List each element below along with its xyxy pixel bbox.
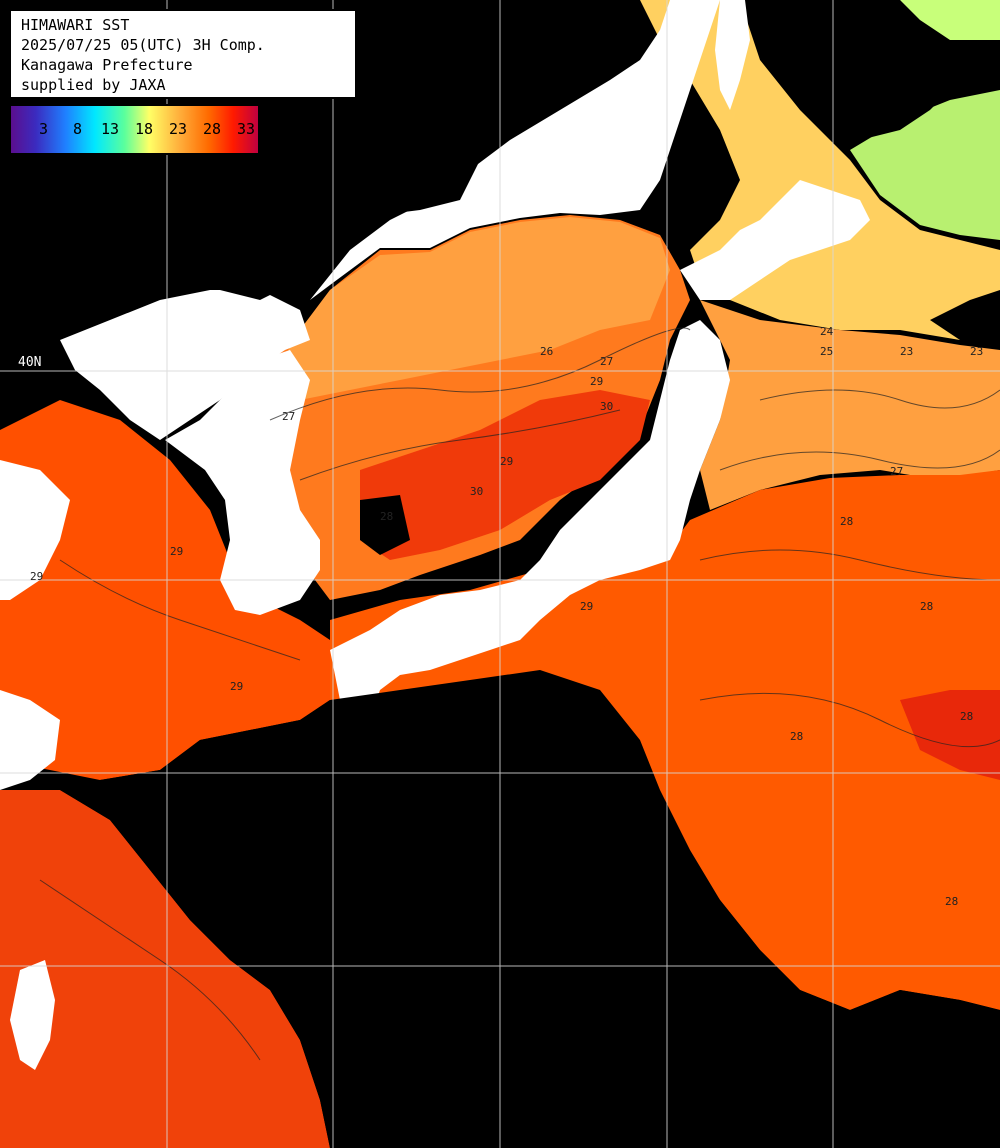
sea-of-japan-hot bbox=[360, 390, 650, 560]
cloud-patch bbox=[360, 495, 410, 555]
pacific-north-mild bbox=[700, 300, 1000, 510]
cloud-patch bbox=[60, 670, 1000, 1148]
contour-label: 28 bbox=[960, 710, 973, 723]
contour-label: 23 bbox=[970, 345, 983, 358]
korea bbox=[165, 350, 320, 615]
hokkaido bbox=[680, 180, 870, 300]
lat-label-40n: 40N bbox=[18, 355, 41, 370]
contour-label: 28 bbox=[840, 515, 853, 528]
contour-label: 28 bbox=[380, 510, 393, 523]
sea-of-japan-cool bbox=[265, 217, 670, 400]
cloud-patch bbox=[760, 0, 960, 140]
contour-label: 28 bbox=[945, 895, 958, 908]
contour-value-labels: 27 26 27 28 30 29 30 29 24 25 23 23 27 2… bbox=[30, 325, 983, 908]
north-cold-water-2 bbox=[900, 0, 1000, 40]
contour-label: 23 bbox=[900, 345, 913, 358]
color-scale-bar: 3 8 13 18 23 28 33 bbox=[9, 104, 260, 155]
south-west-warm bbox=[0, 790, 330, 1148]
title-line-2: 2025/07/25 05(UTC) 3H Comp. bbox=[21, 36, 265, 54]
contour-label: 28 bbox=[790, 730, 803, 743]
scale-tick: 33 bbox=[237, 120, 256, 138]
china-coast-south bbox=[0, 690, 60, 790]
title-line-4: supplied by JAXA bbox=[21, 76, 166, 94]
lon-label-140: 140 bbox=[669, 9, 684, 32]
contour-label: 24 bbox=[820, 325, 834, 338]
contour-label: 27 bbox=[890, 465, 903, 478]
title-box: HIMAWARI SST 2025/07/25 05(UTC) 3H Comp.… bbox=[9, 9, 357, 99]
manchuria bbox=[60, 290, 310, 440]
lat-label-30n: 30N bbox=[18, 759, 41, 774]
sakhalin bbox=[715, 0, 750, 110]
contour-label: 29 bbox=[580, 600, 593, 613]
contour-label: 25 bbox=[820, 345, 833, 358]
contour-lines bbox=[39, 327, 1000, 1061]
scale-tick: 18 bbox=[135, 120, 154, 138]
title-line-3: Kanagawa Prefecture bbox=[21, 56, 193, 74]
scale-tick: 3 bbox=[39, 120, 49, 138]
scale-tick: 28 bbox=[203, 120, 222, 138]
contour-label: 26 bbox=[540, 345, 553, 358]
title-line-1: HIMAWARI SST bbox=[21, 16, 130, 34]
scale-tick: 23 bbox=[169, 120, 188, 138]
contour-label: 29 bbox=[170, 545, 183, 558]
china-mainland bbox=[0, 460, 70, 600]
contour-label: 29 bbox=[30, 570, 43, 583]
contour-label: 30 bbox=[600, 400, 613, 413]
contour-label: 27 bbox=[282, 410, 295, 423]
russia-coast bbox=[310, 0, 720, 300]
taiwan bbox=[10, 960, 55, 1070]
scale-tick: 8 bbox=[73, 120, 83, 138]
east-china-sea bbox=[0, 400, 330, 780]
contour-label: 27 bbox=[600, 355, 613, 368]
color-scale-labels: 3 8 13 18 23 28 33 bbox=[11, 120, 258, 140]
kyushu-shikoku-honshu bbox=[330, 320, 730, 730]
contour-label: 30 bbox=[470, 485, 483, 498]
contour-label: 29 bbox=[500, 455, 513, 468]
pacific-hot bbox=[900, 690, 1000, 780]
contour-label: 29 bbox=[590, 375, 603, 388]
contour-label: 29 bbox=[230, 680, 243, 693]
scale-tick: 13 bbox=[101, 120, 120, 138]
contour-label: 28 bbox=[920, 600, 933, 613]
cloud-patch bbox=[930, 290, 1000, 345]
